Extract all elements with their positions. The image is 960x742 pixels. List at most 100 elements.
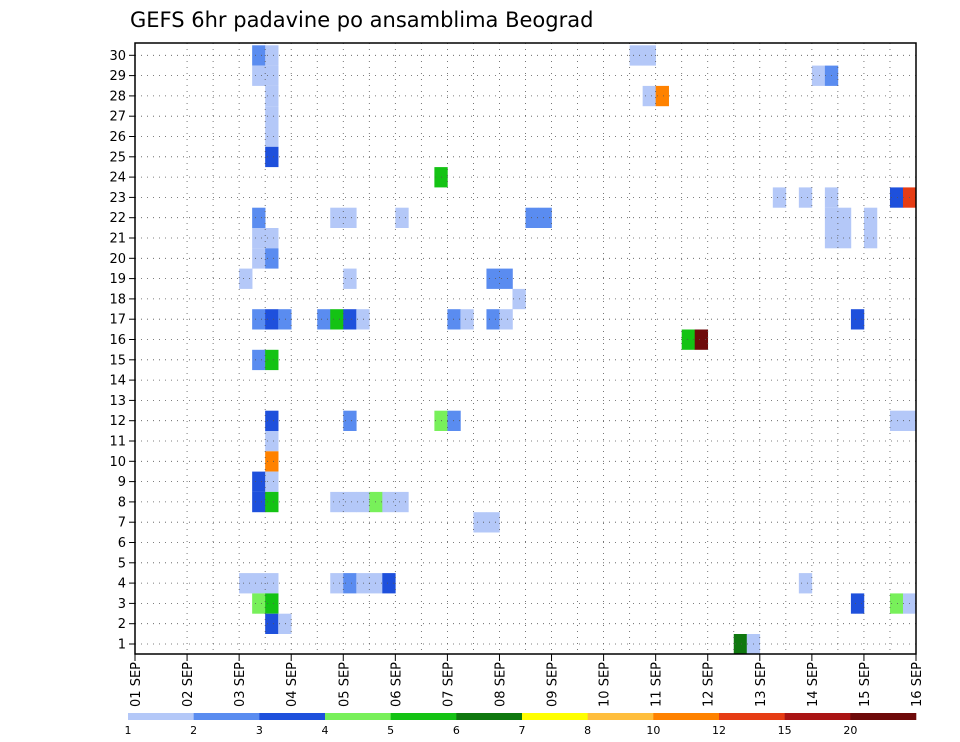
x-tick-label: 08 SEP <box>493 662 508 707</box>
y-tick-label: 3 <box>118 597 126 612</box>
color-scale-label: 12 <box>712 724 726 737</box>
y-tick-label: 15 <box>109 353 126 368</box>
precip-cell <box>265 491 279 513</box>
x-tick-label: 10 SEP <box>598 662 613 707</box>
y-tick-label: 24 <box>109 171 126 186</box>
color-scale-swatch <box>784 713 851 720</box>
precip-cell <box>265 248 279 269</box>
precip-cell <box>265 471 279 492</box>
color-scale-label: 6 <box>453 724 460 737</box>
y-tick-label: 2 <box>118 617 126 632</box>
precip-cell <box>343 491 357 513</box>
precip-cell <box>538 207 552 228</box>
precip-cell <box>252 471 266 492</box>
color-scale-swatch <box>325 713 391 720</box>
x-tick-label: 13 SEP <box>754 662 769 707</box>
y-tick-label: 22 <box>109 211 126 226</box>
precip-cell <box>343 207 357 228</box>
x-tick-label: 01 SEP <box>129 662 144 707</box>
y-tick-label: 8 <box>118 495 126 510</box>
y-tick-label: 14 <box>109 374 126 389</box>
x-tick-label: 02 SEP <box>181 662 196 707</box>
precip-cell <box>811 65 826 86</box>
precip-cell <box>265 573 279 594</box>
color-scale-swatch <box>653 713 720 720</box>
precip-cell <box>460 309 474 330</box>
color-scale-swatch <box>193 713 260 720</box>
precip-cell <box>499 309 513 330</box>
precip-cell <box>278 309 292 330</box>
precip-cell <box>486 309 500 330</box>
y-tick-label: 23 <box>109 191 126 206</box>
precip-cell <box>330 207 344 228</box>
color-scale-swatch <box>719 713 785 720</box>
y-tick-label: 16 <box>109 333 126 348</box>
y-tick-label: 11 <box>109 435 126 450</box>
precip-cell <box>343 309 357 330</box>
x-tick-label: 03 SEP <box>233 662 248 707</box>
y-tick-label: 26 <box>109 130 126 145</box>
x-tick-label: 16 SEP <box>910 662 925 707</box>
precip-cell <box>265 85 279 107</box>
y-tick-label: 18 <box>109 292 126 307</box>
precip-cell <box>655 85 669 107</box>
x-axis: 01 SEP 02 SEP 03 SEP 04 SEP 05 SEP 06 SEP 07 S… <box>129 654 925 707</box>
color-scale-swatch <box>128 713 194 720</box>
precip-cell <box>733 634 748 655</box>
x-tick-label: 05 SEP <box>337 662 352 707</box>
x-tick-label: 07 SEP <box>441 662 456 707</box>
y-axis: 1234567891011121314151617181920212223242… <box>109 49 135 653</box>
precip-cell <box>252 45 266 66</box>
precip-cell <box>239 573 253 594</box>
y-tick-label: 17 <box>109 313 126 328</box>
precip-cell <box>330 573 344 594</box>
precip-cell <box>317 309 331 330</box>
precip-cell <box>850 309 865 330</box>
precip-cell <box>395 491 409 513</box>
y-tick-label: 20 <box>109 252 126 267</box>
y-tick-label: 6 <box>118 536 126 551</box>
y-tick-label: 21 <box>109 232 126 247</box>
chart-title: GEFS 6hr padavine po ansamblima Beograd <box>130 8 593 32</box>
y-tick-label: 4 <box>118 577 126 592</box>
color-scale-legend: 1 2 3 4 5 6 7 8 10 12 15 20 <box>125 713 917 737</box>
precip-cell <box>265 309 279 330</box>
precip-cell <box>642 85 656 107</box>
y-tick-label: 7 <box>118 516 126 531</box>
precip-cell <box>642 45 656 66</box>
precip-cell <box>252 593 266 614</box>
precip-cell <box>252 228 266 249</box>
color-scale-label: 7 <box>519 724 526 737</box>
precip-cell <box>694 329 709 350</box>
precip-cell <box>681 329 696 350</box>
x-tick-label: 12 SEP <box>702 662 717 707</box>
precip-cell <box>382 491 396 513</box>
color-scale-label: 2 <box>190 724 197 737</box>
precip-cell <box>265 431 279 452</box>
precip-cell <box>265 451 279 472</box>
precip-cell <box>889 410 904 431</box>
y-tick-label: 30 <box>109 49 126 64</box>
y-tick-label: 28 <box>109 89 126 104</box>
y-tick-label: 12 <box>109 414 126 429</box>
x-tick-label: 14 SEP <box>806 662 821 707</box>
color-scale-label: 5 <box>387 724 394 737</box>
precip-cell <box>356 573 370 594</box>
color-scale-label: 8 <box>584 724 591 737</box>
precip-cell <box>798 573 813 594</box>
precip-cell <box>252 573 266 594</box>
precip-cell <box>447 410 461 431</box>
color-scale-swatch <box>587 713 654 720</box>
precip-cell <box>252 65 266 86</box>
precip-cell <box>252 309 266 330</box>
precip-cell <box>265 126 279 147</box>
precip-cell <box>863 207 878 228</box>
precip-cell <box>265 146 279 168</box>
color-scale-swatch <box>522 713 588 720</box>
precip-cell <box>265 613 279 634</box>
precip-cell <box>252 207 266 228</box>
x-tick-label: 15 SEP <box>858 662 873 707</box>
precip-cell <box>330 309 344 330</box>
precip-cell <box>525 207 539 228</box>
